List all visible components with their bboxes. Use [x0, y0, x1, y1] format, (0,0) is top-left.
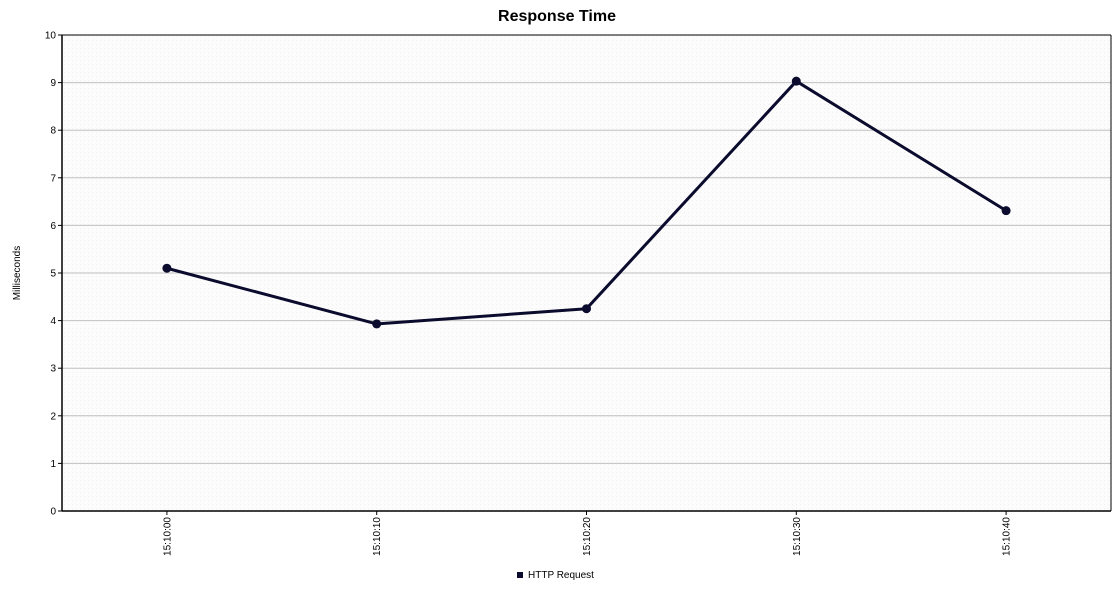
- data-point: [162, 263, 172, 273]
- data-point: [372, 319, 382, 329]
- y-tick-label: 4: [50, 316, 56, 327]
- y-tick-label: 1: [50, 459, 56, 470]
- y-tick-label: 7: [50, 173, 56, 184]
- legend-label: HTTP Request: [528, 570, 594, 581]
- y-tick-label: 3: [50, 364, 56, 375]
- y-tick-label: 10: [45, 31, 57, 42]
- data-point: [582, 304, 591, 314]
- y-tick-label: 9: [50, 78, 56, 89]
- x-tick-label: 15:10:20: [582, 517, 593, 556]
- data-point: [1001, 206, 1011, 216]
- y-axis: 0 1 2 3 4 5 6 7 8 9 10: [45, 31, 1112, 518]
- y-axis-label: Milliseconds: [12, 246, 23, 300]
- data-point: [791, 76, 801, 86]
- x-tick-label: 15:10:40: [1002, 517, 1013, 556]
- x-tick-label: 15:10:30: [792, 517, 803, 556]
- chart-title: Response Time: [498, 8, 616, 25]
- y-tick-label: 6: [50, 221, 56, 232]
- y-tick-label: 0: [50, 507, 56, 518]
- series-layer: [162, 76, 1011, 329]
- x-tick-label: 15:10:00: [162, 517, 173, 556]
- legend: HTTP Request: [517, 570, 594, 581]
- legend-swatch: [517, 572, 523, 578]
- grid-lines: [62, 82, 1111, 464]
- x-axis: 15:10:00 15:10:10 15:10:20 15:10:30 15:10:40: [62, 510, 1111, 556]
- y-tick-label: 8: [50, 126, 56, 137]
- x-tick-label: 15:10:10: [372, 517, 383, 556]
- y-tick-label: 5: [50, 269, 56, 280]
- y-tick-label: 2: [50, 411, 56, 422]
